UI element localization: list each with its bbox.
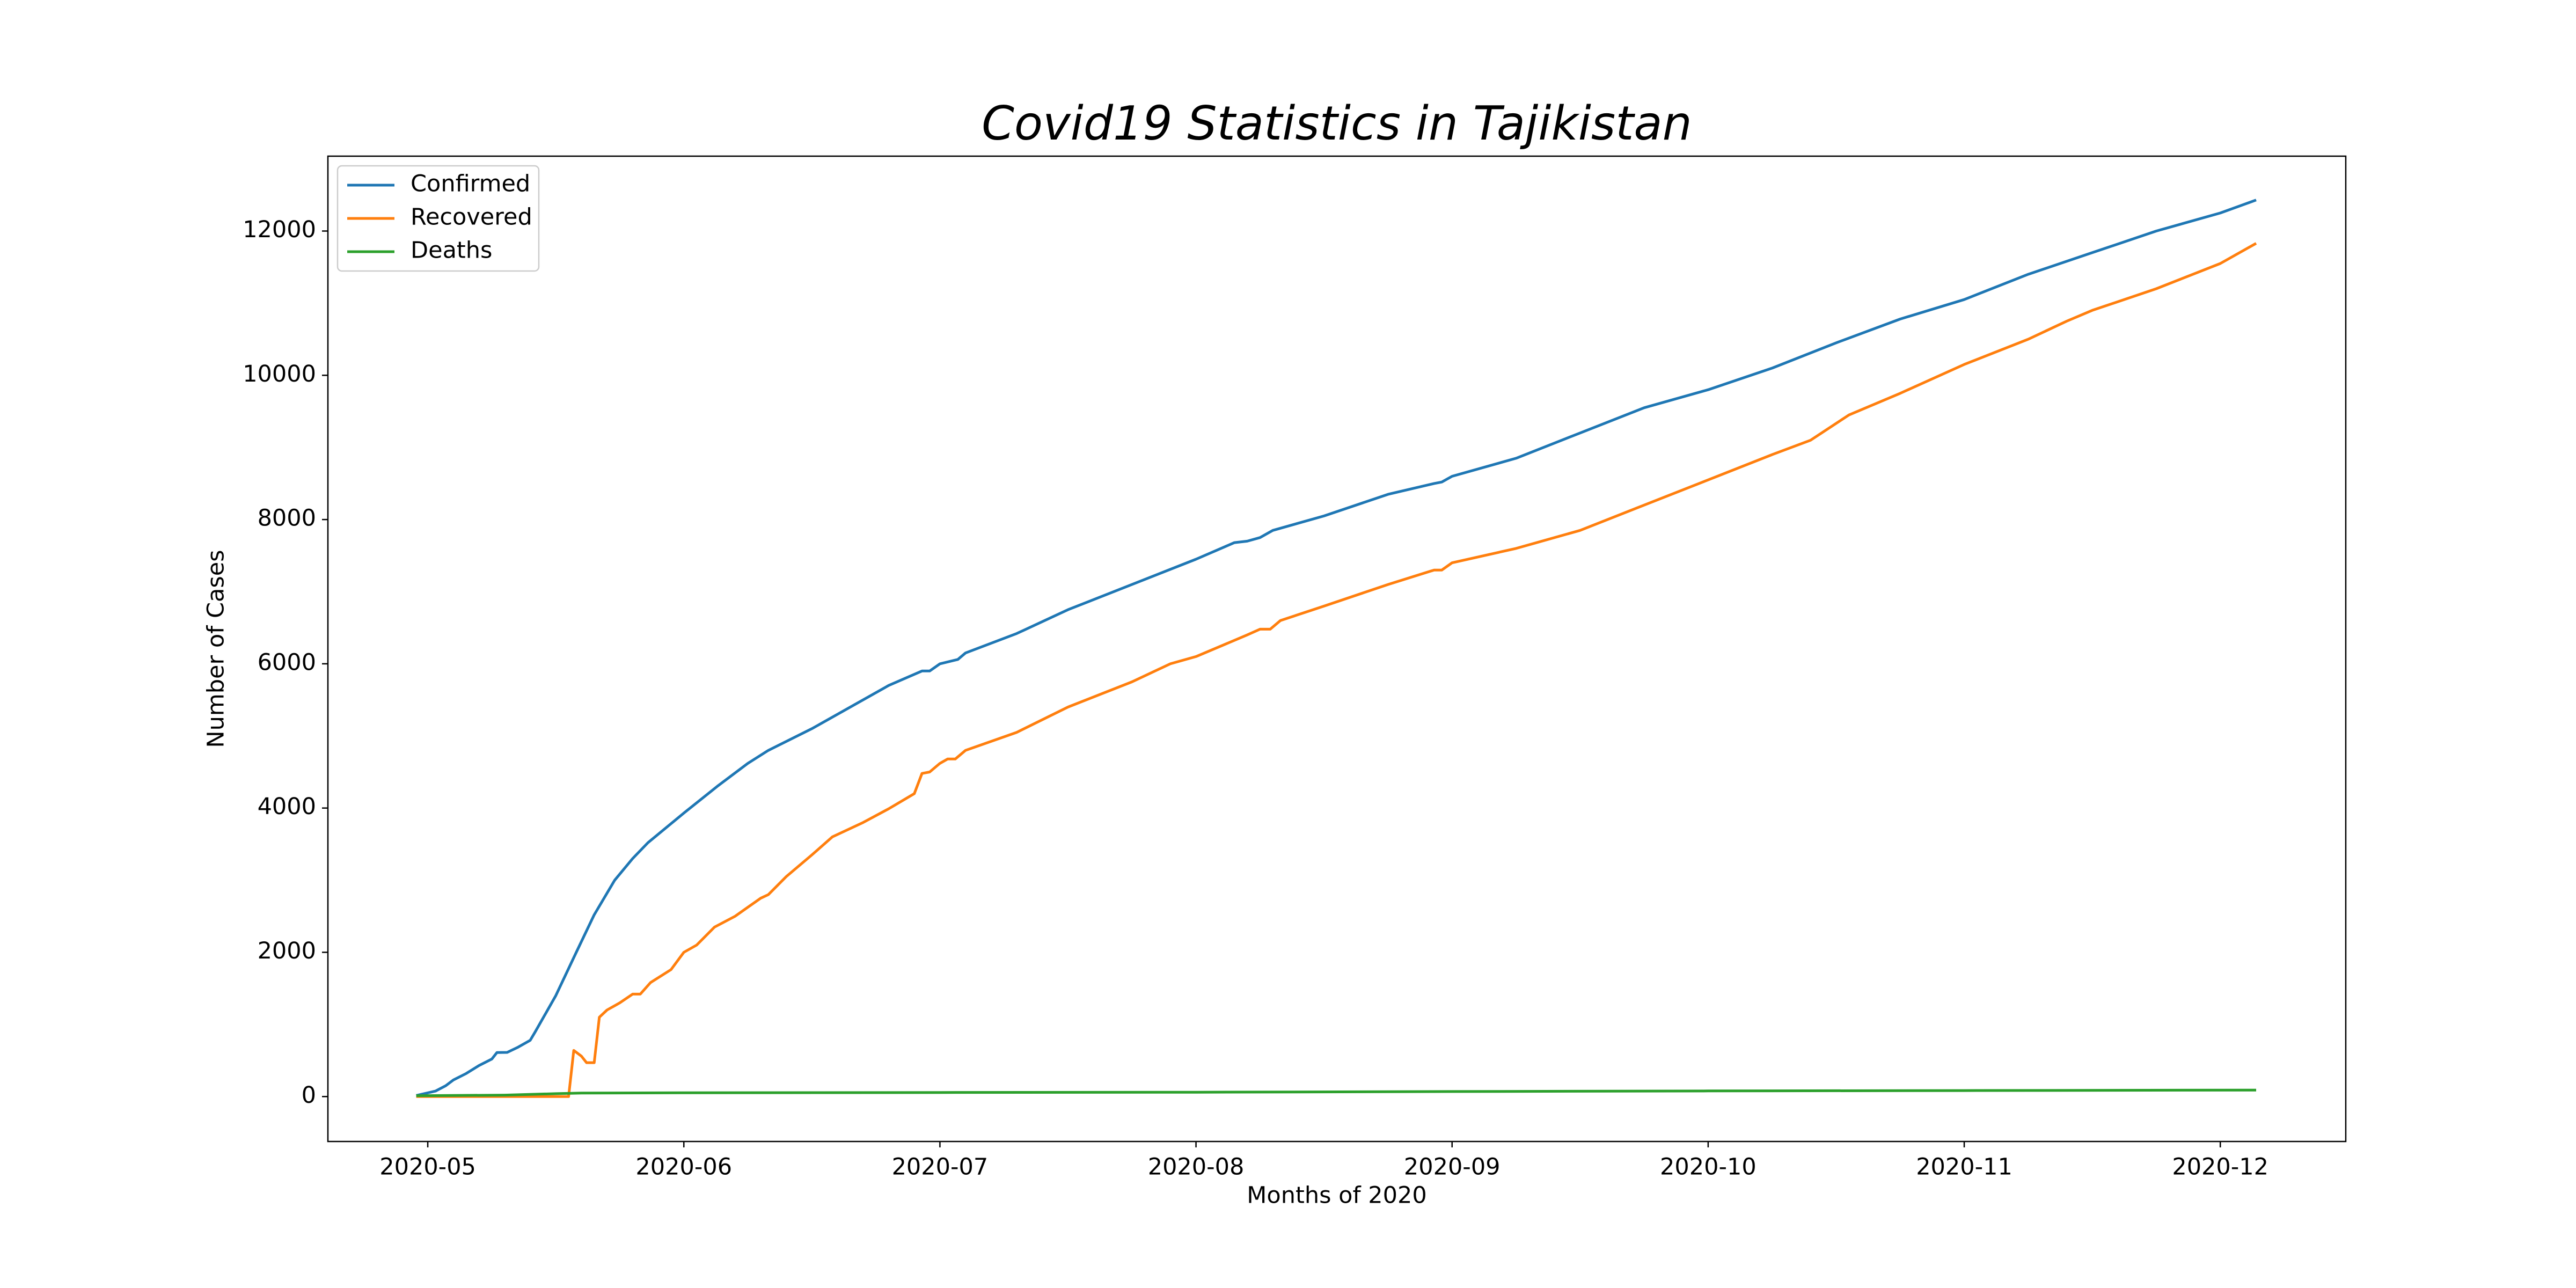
x-tick-label: 2020-11 [1916,1154,2012,1181]
x-tick-label: 2020-10 [1660,1154,1757,1181]
legend-label: Recovered [411,204,532,231]
y-tick-label: 4000 [258,793,316,820]
y-tick-label: 12000 [243,216,316,243]
legend-label: Deaths [411,237,492,264]
legend-box [336,165,540,272]
y-tick-label: 6000 [258,649,316,676]
plot-frame [327,155,2347,1143]
x-tick-label: 2020-12 [2172,1154,2268,1181]
y-tick-label: 8000 [258,505,316,532]
chart-title: Covid19 Statistics in Tajikistan [982,96,1692,151]
x-tick-label: 2020-06 [635,1154,732,1181]
x-tick-label: 2020-05 [379,1154,476,1181]
x-tick-label: 2020-08 [1148,1154,1245,1181]
series-line [416,1088,2257,1097]
x-axis-label: Months of 2020 [1247,1182,1426,1209]
y-axis-label: Number of Cases [203,550,230,748]
y-tick-label: 0 [302,1082,316,1109]
series-line [416,199,2257,1097]
series-line [416,242,2257,1098]
y-tick-label: 10000 [243,361,316,387]
legend-label: Confirmed [411,171,530,197]
y-tick-label: 2000 [258,938,316,964]
x-tick-label: 2020-07 [892,1154,989,1181]
x-tick-label: 2020-09 [1404,1154,1501,1181]
